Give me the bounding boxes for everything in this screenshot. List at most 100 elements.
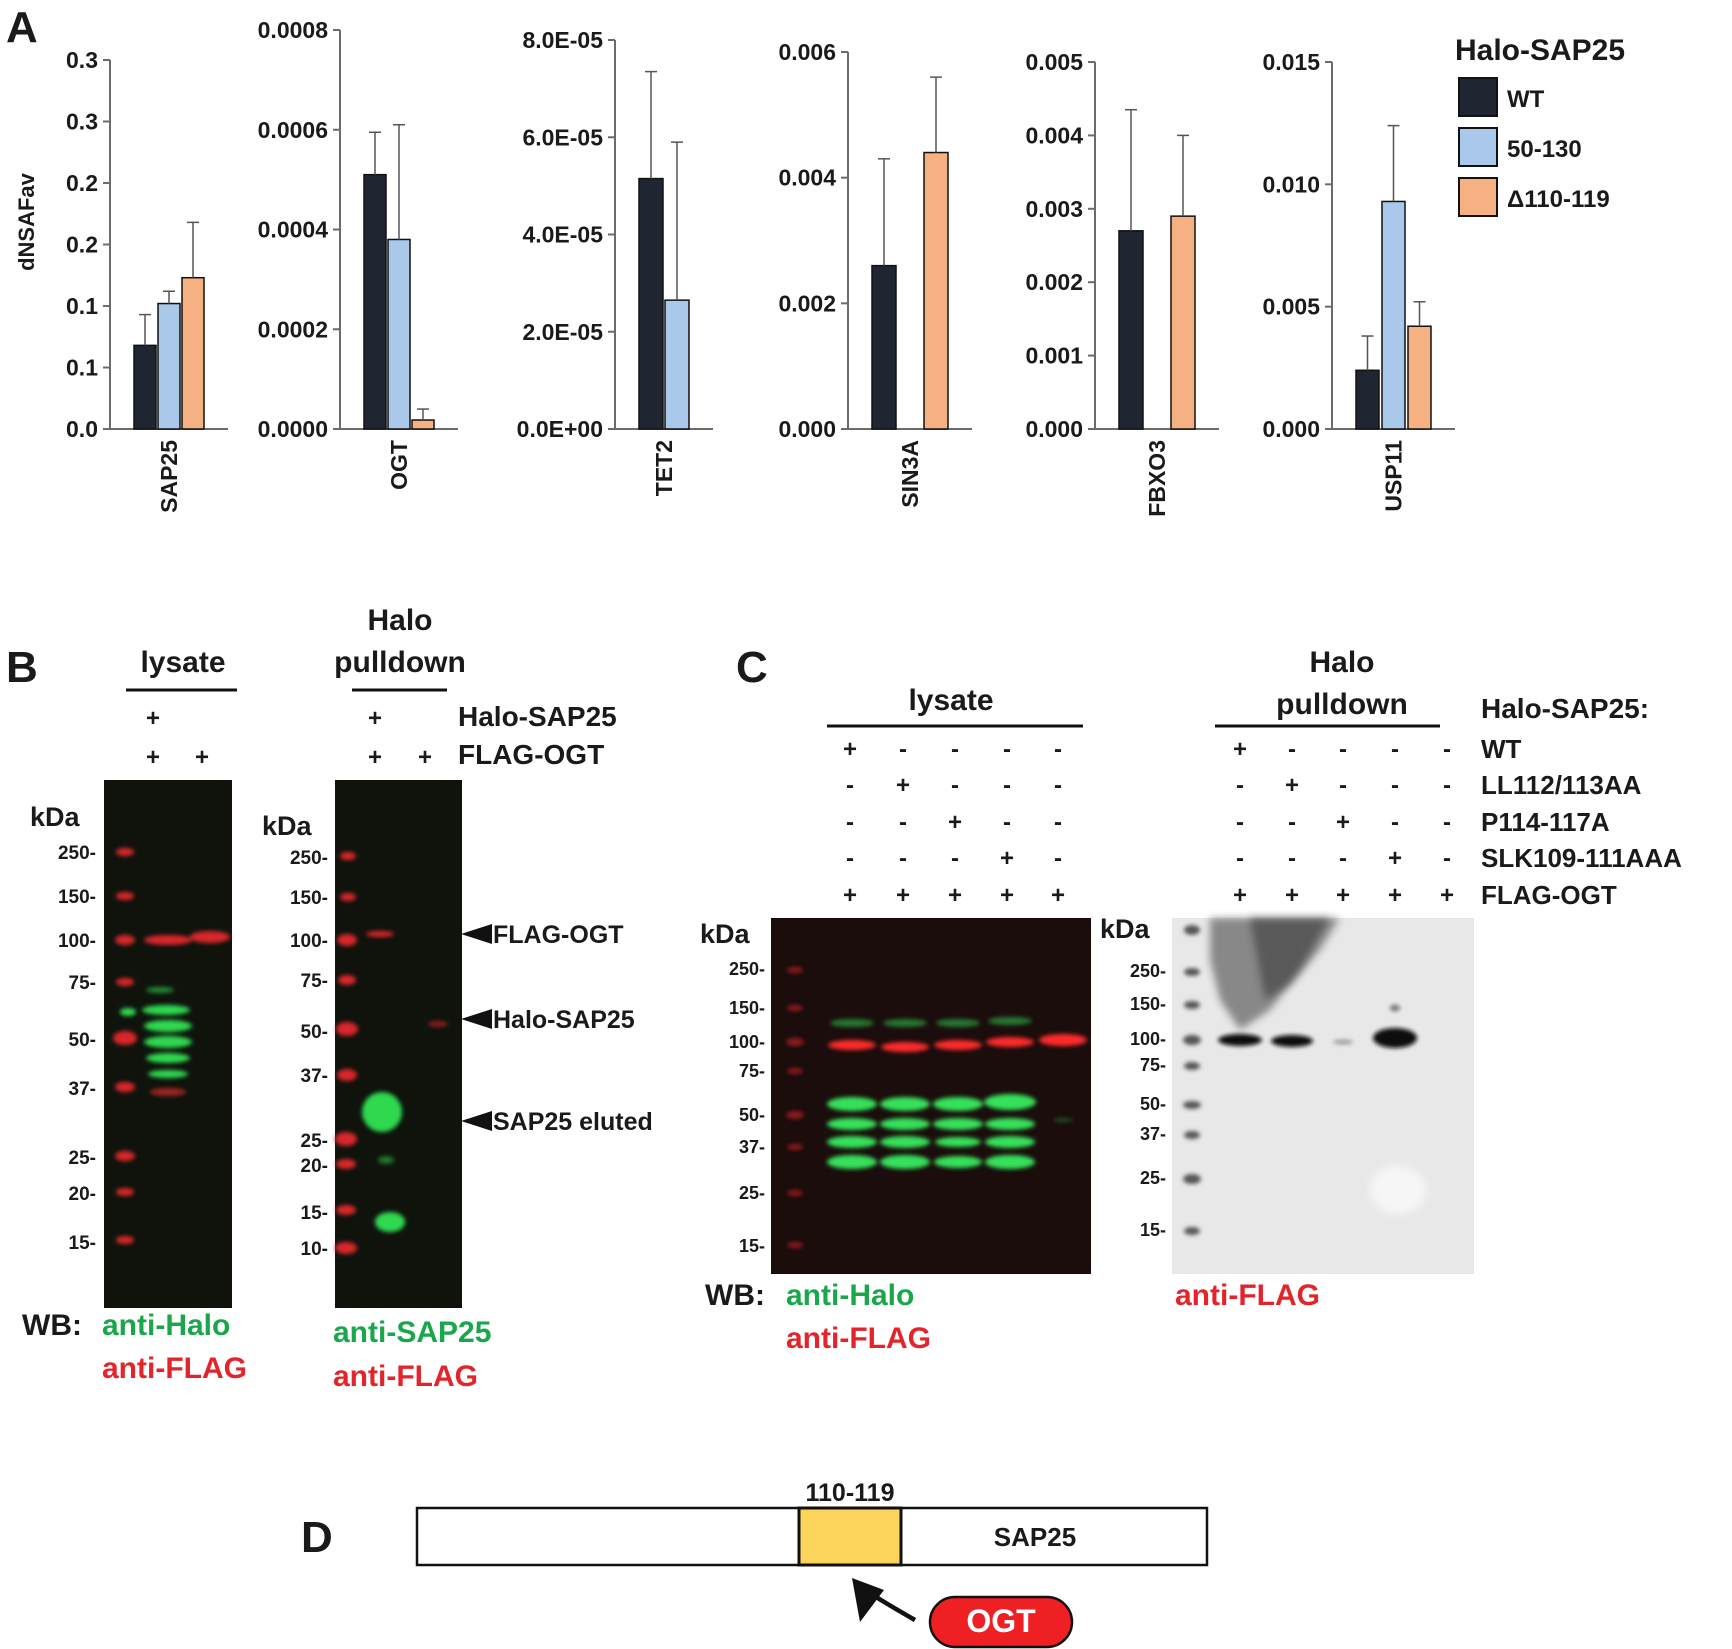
c-lysate-sign: - — [1003, 809, 1011, 836]
marker-37: 37- — [69, 1079, 96, 1100]
chart-ogt: 0.0000 0.0002 0.0004 0.0006 0.0008 OGT — [258, 17, 458, 490]
c-wb-anti-flag-pulldown: anti-FLAG — [1175, 1279, 1320, 1312]
b-wb-prefix: WB: — [22, 1309, 82, 1342]
legend-swatch-delta — [1458, 177, 1498, 217]
legend-swatch-wt — [1458, 77, 1498, 117]
c-lysate-sign: - — [1054, 809, 1062, 836]
b-arrow-label-halo-sap25: Halo-SAP25 — [493, 1006, 635, 1034]
b-pulldown-markers: 250- 150- 100- 75- 50- 37- 25- 20- 15- 1… — [290, 848, 328, 1260]
marker-150: 150- — [58, 887, 96, 908]
y-tick-label: 0.0 — [66, 416, 98, 442]
marker-50: 50- — [69, 1030, 96, 1051]
y-tick-label: 0.010 — [1262, 171, 1320, 197]
marker-25: 25- — [1140, 1168, 1166, 1188]
marker-75: 75- — [739, 1061, 765, 1081]
marker-250: 250- — [1130, 961, 1166, 981]
y-tick-label: 0.004 — [1025, 122, 1083, 148]
bar-sap25-wt — [133, 344, 157, 430]
c-lysate-sign: - — [899, 809, 907, 836]
c-pulldown-label-1: Halo — [1309, 646, 1374, 679]
x-category-label: OGT — [386, 440, 412, 490]
b-lysate-kda: kDa — [30, 802, 81, 832]
c-pulldown-sign: + — [1285, 882, 1299, 909]
c-pulldown-sign: - — [1288, 809, 1296, 836]
legend-label-wt: WT — [1507, 86, 1545, 113]
chart-tet2: 0.0E+00 2.0E-05 4.0E-05 6.0E-05 8.0E-05 TET2 — [517, 27, 713, 496]
marker-50: 50- — [739, 1105, 765, 1125]
c-lysate-markers: 250- 150- 100- 75- 50- 37- 25- 15- — [729, 959, 765, 1256]
marker-250: 250- — [290, 848, 328, 869]
b-wb-anti-flag-lysate: anti-FLAG — [102, 1352, 247, 1385]
marker-75: 75- — [69, 973, 96, 994]
c-wb-anti-flag-lysate: anti-FLAG — [786, 1322, 931, 1355]
y-tick-label: 0.003 — [1025, 196, 1083, 222]
legend-label-delta: Δ110-119 — [1507, 186, 1610, 213]
c-pulldown-sign: + — [1233, 882, 1247, 909]
y-tick-label: 0.005 — [1025, 49, 1083, 75]
c-pulldown-sign: - — [1443, 772, 1451, 799]
c-pulldown-sign: + — [1336, 882, 1350, 909]
b-arrow-sap25-eluted: SAP25 eluted — [461, 1108, 653, 1136]
y-tick-label: 0.0002 — [258, 316, 328, 342]
bar-usp11-wt — [1355, 369, 1380, 430]
y-tick-label: 0.0004 — [258, 217, 329, 243]
marker-75: 75- — [301, 971, 328, 992]
marker-25: 25- — [301, 1131, 328, 1152]
bar-fbxo3--110-119 — [1170, 215, 1196, 430]
marker-100: 100- — [1130, 1029, 1166, 1049]
x-category-label: SIN3A — [897, 440, 923, 508]
panel-a: A dNSAFav 0.0 0.1 0.1 0.2 0.2 0.3 0.3 SAP25 0.00… — [6, 3, 1625, 517]
c-pulldown-sign: - — [1339, 845, 1347, 872]
y-tick-label: 0.000 — [1262, 416, 1320, 442]
protein-label: SAP25 — [994, 1522, 1076, 1552]
marker-15: 15- — [739, 1236, 765, 1256]
y-tick-label: 0.2 — [66, 232, 98, 258]
c-lysate-sign: + — [896, 772, 910, 799]
c-pulldown-sign: - — [1339, 772, 1347, 799]
c-pulldown-kda: kDa — [1100, 914, 1151, 944]
c-pulldown-sign: + — [1388, 845, 1402, 872]
y-tick-label: 0.015 — [1262, 49, 1320, 75]
y-tick-label: 0.1 — [66, 293, 98, 319]
y-tick-label: 0.2 — [66, 170, 98, 196]
marker-100: 100- — [58, 931, 96, 952]
c-wb-prefix: WB: — [705, 1279, 765, 1312]
b-wb-anti-halo: anti-Halo — [102, 1309, 230, 1342]
panel-d-letter: D — [301, 1513, 333, 1562]
bar-fbxo3-wt — [1118, 230, 1144, 430]
y-tick-label: 0.006 — [778, 39, 836, 65]
bar-sin3a-wt — [871, 264, 897, 430]
marker-25: 25- — [69, 1148, 96, 1169]
marker-150: 150- — [1130, 994, 1166, 1014]
x-category-label: USP11 — [1381, 440, 1407, 512]
bar-tet2-50-130 — [664, 299, 690, 430]
legend-title: Halo-SAP25 — [1455, 34, 1625, 67]
c-row-label: P114-117A — [1481, 807, 1610, 837]
c-lysate-sign: - — [951, 736, 959, 763]
x-category-label: TET2 — [651, 440, 677, 496]
b-arrow-halo-sap25: Halo-SAP25 — [461, 1006, 635, 1034]
c-lysate-sign: - — [899, 845, 907, 872]
c-pulldown-sign: + — [1233, 736, 1247, 763]
c-lysate-sign: + — [1000, 882, 1014, 909]
c-sign-grid: + + - - - - - - - - WT - - + + - - - - - - LL112/113AA - - - - + + -… — [843, 734, 1682, 910]
c-pulldown-sign: - — [1391, 809, 1399, 836]
panel-d: D 110-119 SAP25 OGT — [301, 1479, 1209, 1649]
marker-25: 25- — [739, 1183, 765, 1203]
bar-usp11-50-130 — [1381, 200, 1406, 430]
y-tick-label: 0.0000 — [258, 416, 328, 442]
region-label: 110-119 — [806, 1479, 895, 1507]
c-row-label: SLK109-111AAA — [1481, 843, 1682, 873]
y-tick-label: 0.3 — [66, 47, 98, 73]
marker-37: 37- — [301, 1066, 328, 1087]
marker-37: 37- — [739, 1137, 765, 1157]
b-pulldown-blot — [335, 780, 462, 1308]
y-tick-label: 0.0E+00 — [517, 416, 603, 442]
c-pulldown-sign: + — [1285, 772, 1299, 799]
y-axis-label: dNSAFav — [14, 172, 39, 271]
b-pulldown-label-2: pulldown — [334, 646, 466, 679]
c-pulldown-sign: - — [1236, 809, 1244, 836]
x-category-label: SAP25 — [156, 440, 182, 513]
c-pulldown-sign: - — [1391, 772, 1399, 799]
